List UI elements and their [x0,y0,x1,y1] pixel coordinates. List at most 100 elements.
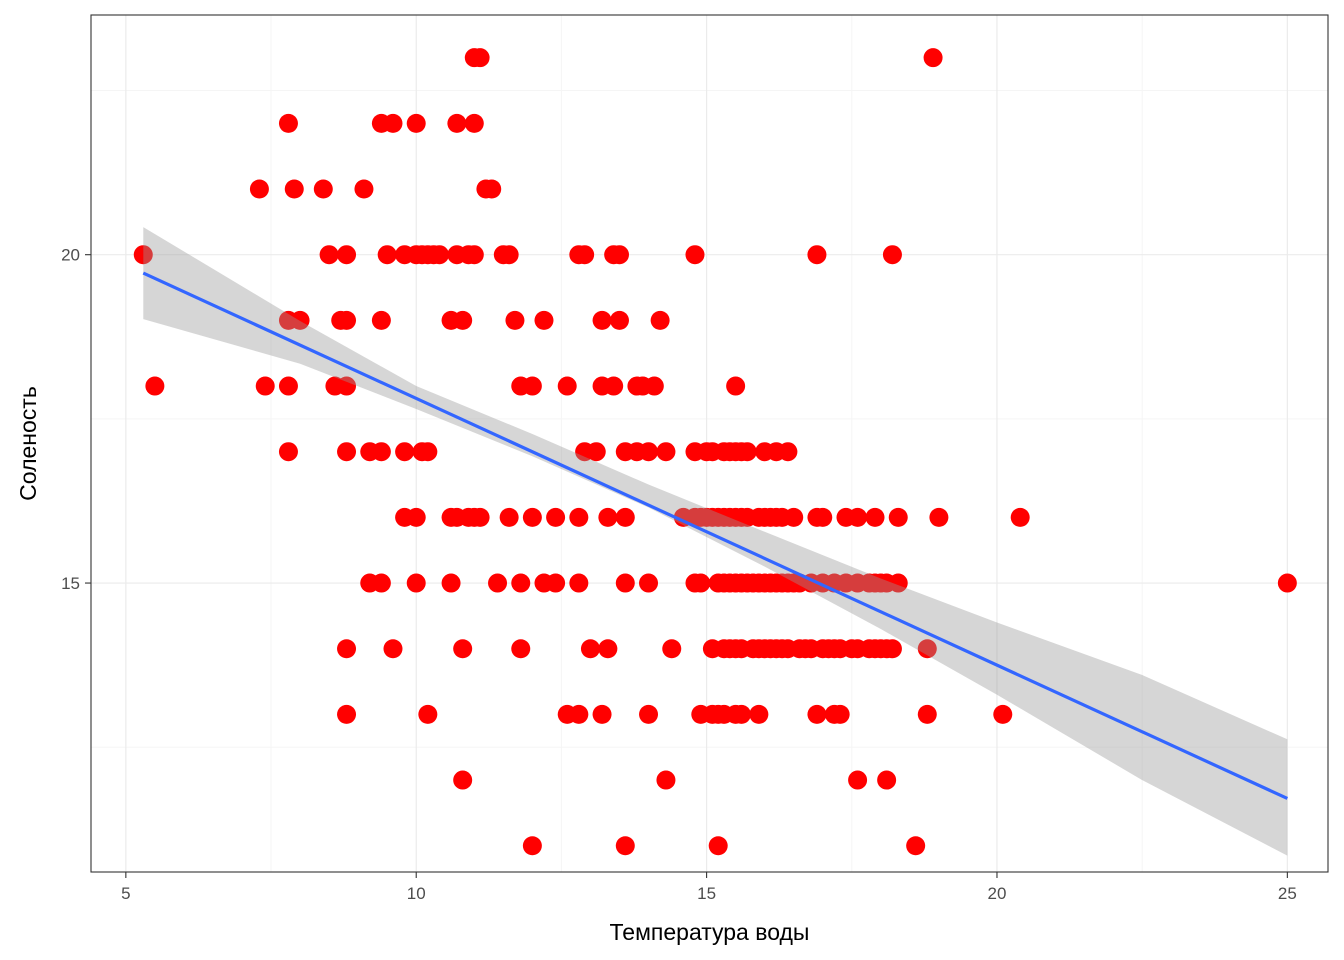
plot-panel-border [90,14,1329,873]
data-point [371,310,391,330]
data-point [644,376,664,396]
data-point [354,179,374,199]
data-point [586,442,606,462]
data-point [609,310,629,330]
data-point [575,245,595,265]
data-point [917,704,937,724]
data-point [418,704,438,724]
data-point [337,442,357,462]
data-point [569,704,589,724]
confidence-band-layer [143,227,1288,856]
x-axis-title: Температура воды [610,919,810,945]
data-point [511,639,531,659]
data-point [656,770,676,790]
data-point [453,770,473,790]
data-point [598,639,618,659]
data-point [278,113,298,133]
data-point [383,113,403,133]
data-point [615,507,635,527]
data-points [133,48,1297,856]
x-axis-ticks: 5 10 15 20 25 [121,872,1297,903]
data-point [888,507,908,527]
data-point [882,639,902,659]
data-point [453,310,473,330]
data-point [604,376,624,396]
data-point [133,245,153,265]
data-point [656,442,676,462]
data-point [639,442,659,462]
data-point [534,310,554,330]
data-point [807,245,827,265]
data-point [650,310,670,330]
data-point [609,245,629,265]
data-point [737,442,757,462]
data-point [464,245,484,265]
data-point [406,573,426,593]
data-point [511,573,531,593]
regression-line-layer [142,271,1289,800]
data-point [337,704,357,724]
data-point [406,507,426,527]
data-point [639,704,659,724]
x-tick-label: 20 [988,884,1007,903]
data-point [708,836,728,856]
data-point [1277,573,1297,593]
data-point [522,376,542,396]
data-point [848,507,868,527]
data-point [993,704,1013,724]
data-point [395,442,415,462]
data-point [453,639,473,659]
x-tick-label: 15 [697,884,716,903]
regression-line [142,271,1289,800]
data-point [418,442,438,462]
data-point [557,376,577,396]
data-point [691,573,711,593]
data-point [499,245,519,265]
data-point [906,836,926,856]
data-point [1010,507,1030,527]
data-point [923,48,943,68]
data-point [917,639,937,659]
minor-gridlines [91,15,1328,872]
data-point [749,704,769,724]
data-point [337,245,357,265]
data-point [429,245,449,265]
data-point [278,376,298,396]
data-point [278,442,298,462]
data-point [284,179,304,199]
data-point [598,507,618,527]
confidence-band [143,227,1288,856]
data-point [377,245,397,265]
data-point [406,113,426,133]
data-point [685,245,705,265]
data-point [848,770,868,790]
data-point [639,573,659,593]
data-point [371,573,391,593]
data-point [546,507,566,527]
data-point [807,704,827,724]
data-point [615,573,635,593]
x-tick-label: 25 [1278,884,1297,903]
x-tick-label: 10 [407,884,426,903]
data-point [726,376,746,396]
data-point [499,507,519,527]
data-point [319,245,339,265]
data-point [337,376,357,396]
data-point [888,573,908,593]
data-point [615,836,635,856]
data-point [371,442,391,462]
data-point [830,704,850,724]
data-point [865,507,885,527]
data-point [813,507,833,527]
data-point [441,573,461,593]
x-tick-label: 5 [121,884,130,903]
data-point [383,639,403,659]
data-point [337,639,357,659]
data-point [290,310,310,330]
data-point [522,836,542,856]
data-point [546,573,566,593]
data-point [522,507,542,527]
data-point [505,310,525,330]
data-point [488,573,508,593]
